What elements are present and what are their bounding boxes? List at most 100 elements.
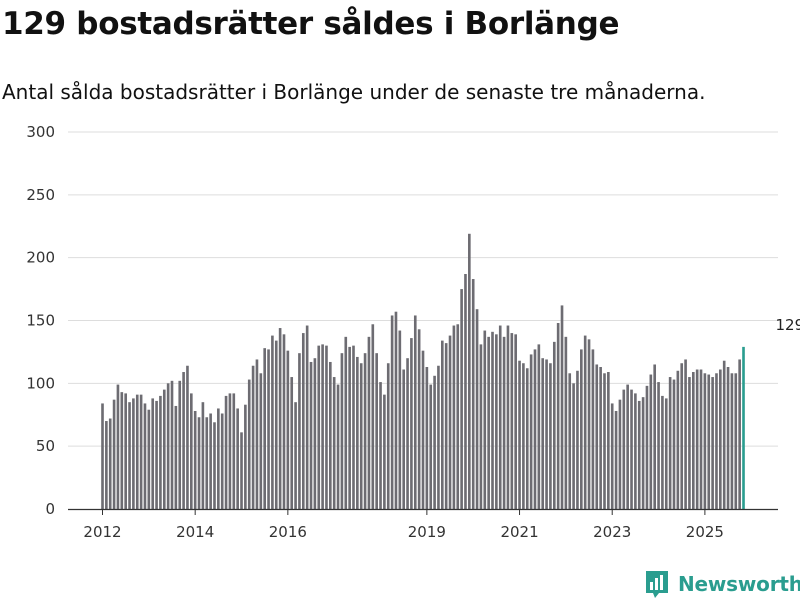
bar — [220, 413, 224, 509]
bar — [278, 328, 282, 509]
bar — [653, 364, 656, 509]
bar — [247, 379, 251, 509]
bar — [340, 353, 344, 509]
bar — [213, 422, 216, 509]
bar — [286, 350, 290, 509]
bar — [603, 373, 606, 509]
bar — [321, 344, 324, 509]
bar — [398, 330, 402, 509]
bar — [406, 358, 409, 509]
bar — [359, 363, 363, 509]
bar — [549, 363, 552, 509]
x-tick-label: 2021 — [500, 523, 538, 541]
bar — [224, 395, 228, 509]
bar — [255, 359, 259, 509]
bar — [352, 345, 355, 509]
bar — [147, 409, 151, 509]
bar — [468, 233, 471, 510]
bar — [707, 374, 711, 509]
bar — [568, 373, 572, 509]
bar — [738, 359, 741, 509]
bar — [614, 410, 618, 509]
chart-subtitle: Antal sålda bostadsrätter i Borlänge und… — [2, 80, 706, 104]
bar — [583, 335, 587, 509]
bar-latest — [742, 346, 745, 509]
bar — [680, 363, 684, 509]
bar — [190, 393, 193, 509]
bar — [672, 379, 676, 509]
bar — [120, 392, 124, 509]
bar — [664, 398, 668, 509]
bar — [240, 432, 243, 509]
bar — [518, 360, 521, 509]
bar — [661, 395, 664, 509]
bar — [460, 289, 463, 509]
bar — [166, 383, 170, 509]
bar — [170, 380, 174, 509]
bar — [178, 380, 182, 509]
bar — [645, 385, 649, 509]
bar — [309, 361, 313, 509]
bar — [421, 350, 425, 509]
bar — [641, 397, 645, 509]
bar — [425, 367, 429, 509]
bar — [162, 389, 166, 509]
y-tick-label: 50 — [36, 437, 55, 455]
bar — [479, 344, 483, 509]
bar — [182, 372, 185, 509]
bar — [622, 389, 626, 509]
bar — [108, 418, 112, 509]
bar — [394, 311, 398, 509]
x-tick-label: 2019 — [408, 523, 446, 541]
bar — [274, 340, 278, 509]
bar — [726, 367, 730, 509]
bar — [228, 393, 232, 509]
bar — [186, 365, 189, 509]
bar — [607, 372, 610, 509]
bar — [626, 384, 629, 509]
brand-logo: Newsworthy — [644, 569, 800, 599]
bar — [471, 279, 475, 509]
bar — [383, 394, 386, 509]
bar — [151, 398, 155, 509]
bar — [236, 408, 239, 509]
bar — [452, 325, 456, 509]
bar — [691, 372, 695, 509]
x-tick-label: 2023 — [593, 523, 631, 541]
bar — [487, 336, 490, 509]
bar — [556, 323, 560, 509]
bar — [560, 305, 564, 509]
bar — [429, 384, 433, 509]
bar — [298, 353, 301, 509]
bar — [444, 343, 448, 509]
bar — [711, 377, 714, 509]
chart-title: 129 bostadsrätter såldes i Borlänge — [2, 6, 620, 42]
bar — [348, 346, 351, 509]
bar — [522, 363, 525, 509]
y-tick-label: 100 — [26, 374, 55, 392]
bar — [610, 403, 614, 509]
bars — [101, 233, 745, 510]
bar — [313, 358, 317, 509]
bar — [564, 336, 568, 509]
bar — [541, 358, 545, 509]
bar — [402, 369, 406, 509]
bar — [267, 349, 270, 509]
bar — [155, 400, 158, 509]
bar — [356, 356, 359, 509]
bar — [699, 369, 703, 509]
bar — [448, 335, 452, 509]
bar — [688, 377, 691, 509]
bar — [587, 339, 591, 509]
brand-name: Newsworthy — [678, 572, 800, 596]
bar — [344, 336, 348, 509]
data-labels: 129 — [776, 316, 800, 334]
bar — [506, 325, 510, 509]
bar — [502, 336, 506, 509]
bar — [483, 330, 487, 509]
bar — [325, 345, 328, 509]
bar — [510, 333, 514, 509]
x-tick-label: 2025 — [686, 523, 724, 541]
bar — [634, 393, 637, 509]
bar — [363, 353, 367, 509]
